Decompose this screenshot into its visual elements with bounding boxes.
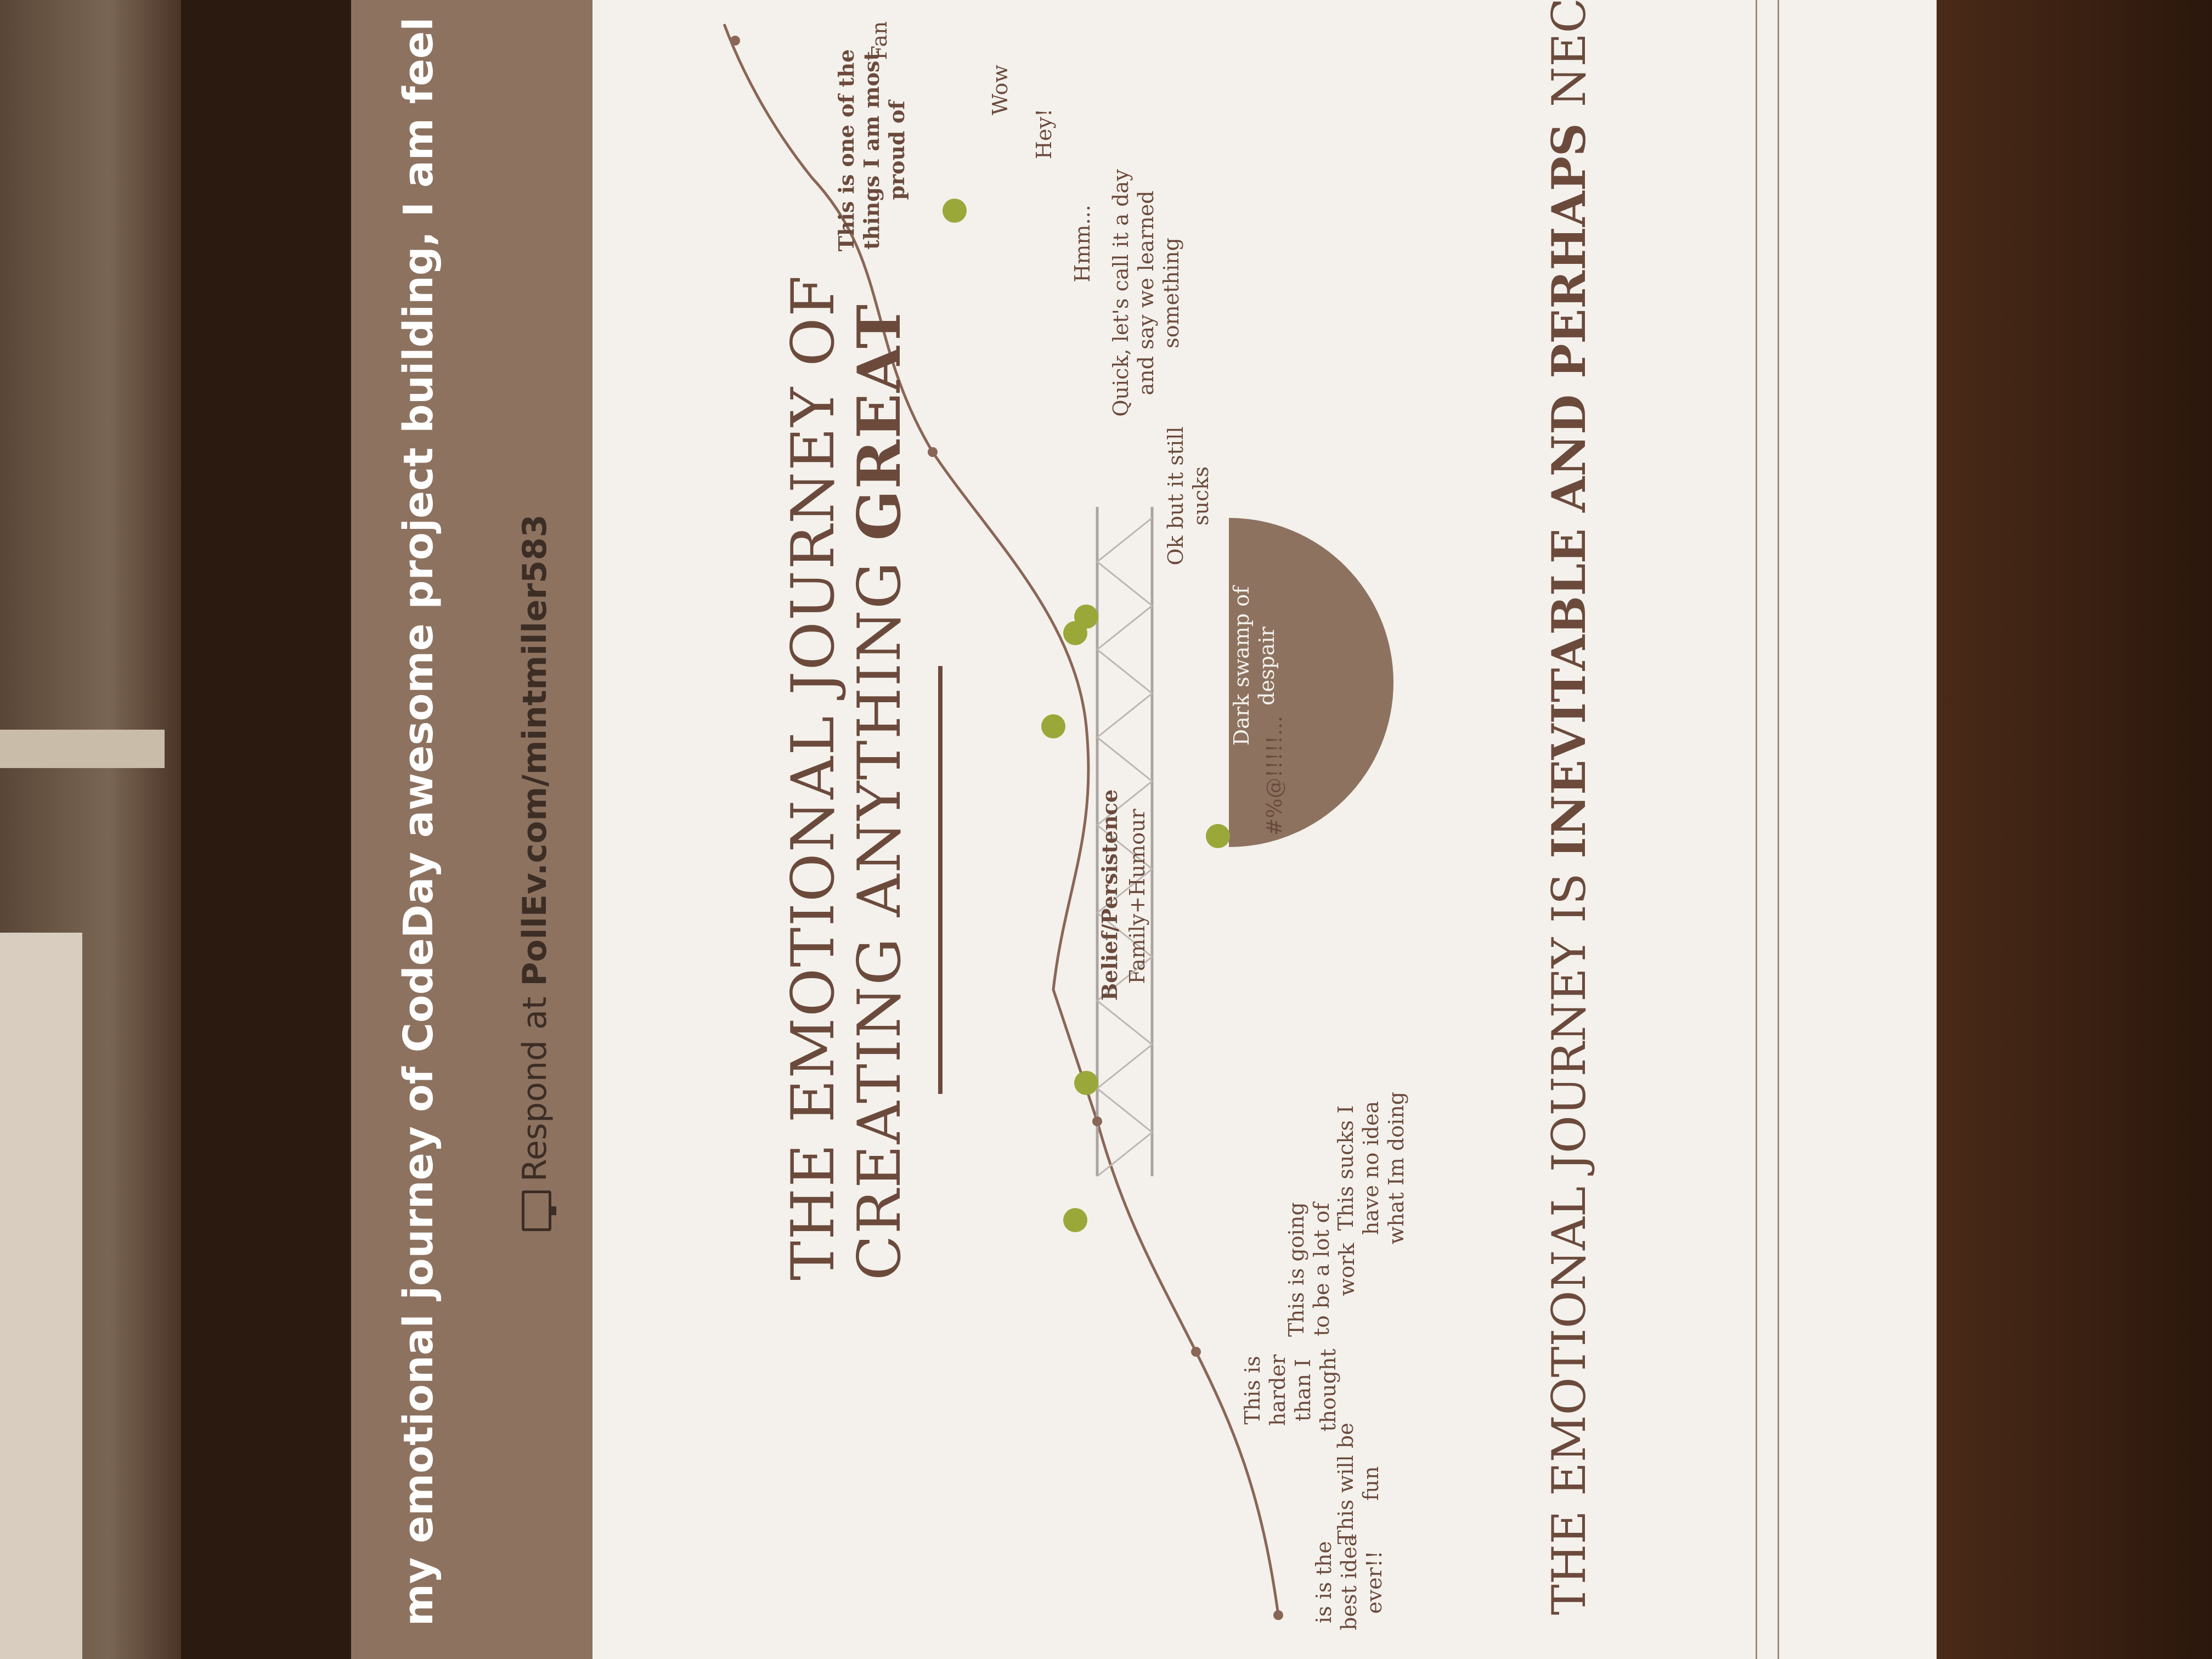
label-hmm: Hmm... bbox=[1070, 205, 1094, 283]
label-ok-sucks: Ok but it still sucks bbox=[1164, 426, 1213, 566]
respond-url[interactable]: PollEv.com/mintmiller583 bbox=[516, 514, 554, 986]
wall-pipe bbox=[0, 933, 82, 1659]
label-family: Family+Humour bbox=[1125, 809, 1149, 984]
monitor-icon bbox=[522, 1190, 552, 1231]
label-wow: Wow bbox=[988, 65, 1012, 115]
footer-part-c: NECESSARY bbox=[1542, 0, 1596, 107]
slide-title-line2: CREATING ANYTHING GREAT bbox=[845, 303, 914, 1280]
label-quick: Quick, let's call it a day and say we le… bbox=[1109, 169, 1183, 417]
slide: is is the best idea ever!! This will be … bbox=[603, 0, 1937, 1659]
label-no-idea: This sucks I have no idea what Im doing bbox=[1334, 1091, 1408, 1245]
wood-surface bbox=[1937, 0, 2212, 1659]
footer-part-a: THE EMOTIONAL JOURNEY IS bbox=[1542, 858, 1596, 1616]
title-line2-part-a: CREATING ANYTHING bbox=[845, 540, 914, 1280]
projected-screen: my emotional journey of CodeDay awesome … bbox=[351, 0, 1937, 1659]
footer-part-b: INEVITABLE AND PERHAPS bbox=[1542, 107, 1596, 859]
rotated-content: my emotional journey of CodeDay awesome … bbox=[351, 0, 1937, 1659]
title-rule bbox=[938, 666, 943, 1094]
label-fam: Fan bbox=[867, 21, 891, 60]
label-hey: Hey! bbox=[1032, 108, 1056, 160]
label-proud: This is one of the things I am most prou… bbox=[834, 49, 909, 252]
journey-curve bbox=[723, 24, 1393, 1620]
title-line2-part-b: GREAT bbox=[845, 303, 914, 541]
label-symbols: #%@!!!!!... bbox=[1262, 715, 1286, 836]
poll-banner bbox=[351, 0, 592, 1659]
label-harder: This is harder than I thought bbox=[1240, 1348, 1340, 1432]
slide-title-line1: THE EMOTIONAL JOURNEY OF bbox=[779, 274, 848, 1280]
respond-prefix: Respond at bbox=[516, 986, 554, 1182]
slide-divider-bottom bbox=[1778, 0, 1779, 1659]
respond-instruction: Respond at PollEv.com/mintmiller583 bbox=[516, 515, 554, 1231]
slide-divider-top bbox=[1756, 0, 1757, 1659]
slide-footer: THE EMOTIONAL JOURNEY IS INEVITABLE AND … bbox=[1542, 0, 1596, 1615]
wall-shelf bbox=[0, 730, 165, 768]
label-belief: Belief/Persistence bbox=[1097, 789, 1122, 1001]
poll-question: my emotional journey of CodeDay awesome … bbox=[395, 17, 442, 1626]
